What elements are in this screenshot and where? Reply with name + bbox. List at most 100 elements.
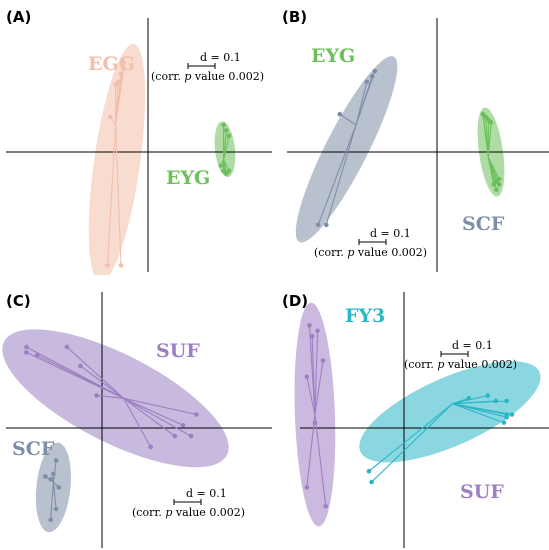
- point-fy3-2: [493, 398, 499, 404]
- point-scf-0: [53, 458, 59, 463]
- scale-bar-distance: d = 0.1: [452, 339, 493, 352]
- point-fy3-1: [485, 393, 491, 398]
- scale-bar-pvalue: (corr. p value 0.002): [132, 506, 245, 519]
- point-suf-3: [64, 344, 70, 350]
- group-label-eyg: EYG: [311, 45, 355, 67]
- spoke-scf-3: [339, 113, 357, 126]
- point-scf-2: [364, 79, 370, 85]
- scale-bar-distance: d = 0.1: [370, 227, 411, 240]
- spoke-egg-6: [106, 124, 117, 266]
- spoke-fy3-7: [452, 403, 505, 424]
- spoke-suf-4: [306, 376, 316, 415]
- group-label-suf: SUF: [460, 481, 504, 503]
- spoke-scf-1: [355, 76, 373, 126]
- point-suf-5: [94, 393, 99, 398]
- point-eyg-3: [488, 120, 494, 125]
- spoke-scf-5: [317, 124, 357, 226]
- point-eyg-0: [221, 122, 226, 128]
- scale-bar-distance: d = 0.1: [200, 51, 241, 64]
- point-suf-6: [194, 412, 199, 417]
- point-scf-6: [48, 517, 53, 523]
- point-scf-3: [43, 474, 48, 479]
- spoke-suf-3: [66, 346, 124, 399]
- point-scf-4: [56, 485, 62, 490]
- spoke-fy3-5: [452, 403, 513, 416]
- point-scf-1: [369, 74, 375, 79]
- point-suf-1: [24, 350, 29, 355]
- spoke-suf-6: [306, 414, 316, 488]
- point-egg-4: [113, 82, 118, 87]
- spoke-suf-8: [123, 397, 176, 437]
- panel-label: (A): [6, 8, 31, 26]
- point-fy3-5: [509, 412, 515, 417]
- point-fy3-7: [501, 420, 507, 425]
- panel-d: SUF FY3 (D) d = 0.1 (corr. p value 0.002): [282, 292, 549, 548]
- spoke-suf-5: [96, 395, 124, 399]
- scale-bar-pvalue: (corr. p value 0.002): [151, 70, 264, 83]
- point-scf-1: [51, 471, 56, 477]
- point-suf-2: [309, 333, 315, 339]
- spoke-suf-6: [123, 397, 197, 416]
- panel-b: SCF EYG (B) d = 0.1 (corr. p value 0.002): [282, 8, 549, 272]
- point-suf-1: [315, 328, 320, 334]
- spoke-scf-4: [325, 124, 357, 226]
- point-eyg-7: [496, 182, 502, 187]
- point-egg-7: [118, 263, 124, 268]
- point-egg-0: [121, 60, 126, 66]
- point-scf-5: [315, 222, 321, 228]
- point-suf-7: [323, 504, 329, 509]
- spoke-eyg-2: [223, 135, 230, 161]
- panel-label: (B): [282, 8, 307, 26]
- spoke-suf-1: [314, 330, 319, 415]
- spoke-suf-9: [123, 398, 152, 448]
- point-fy3-3: [504, 398, 509, 404]
- point-eyg-2: [226, 133, 232, 139]
- point-suf-0: [24, 344, 29, 350]
- spoke-suf-2: [311, 336, 316, 415]
- point-egg-5: [107, 114, 113, 120]
- point-suf-7: [180, 423, 186, 428]
- spoke-scf-6: [50, 481, 54, 520]
- point-fy3-6: [504, 414, 509, 420]
- point-egg-2: [118, 71, 124, 76]
- point-suf-6: [304, 485, 310, 490]
- group-label-eyg: EYG: [166, 167, 210, 189]
- point-suf-4: [78, 363, 83, 369]
- spoke-suf-7: [314, 414, 327, 507]
- spoke-suf-7: [123, 397, 184, 426]
- spoke-fy3-8: [371, 403, 453, 483]
- spoke-suf-10: [123, 397, 192, 437]
- spoke-egg-7: [115, 124, 122, 266]
- point-scf-2: [48, 477, 53, 482]
- spoke-scf-2: [355, 81, 368, 126]
- spoke-eyg-3: [487, 122, 492, 158]
- spoke-suf-4: [80, 365, 124, 399]
- group-label-scf: SCF: [462, 213, 505, 235]
- panel-label: (C): [6, 292, 31, 310]
- scale-bar-pvalue: (corr. p value 0.002): [404, 358, 517, 371]
- point-suf-5: [312, 420, 318, 425]
- point-scf-3: [337, 111, 343, 117]
- spoke-suf-2: [36, 354, 124, 399]
- spoke-suf-3: [314, 360, 324, 415]
- group-label-scf: SCF: [12, 438, 55, 460]
- point-eyg-6: [218, 163, 224, 168]
- point-fy3-9: [366, 468, 372, 474]
- point-egg-6: [105, 263, 110, 268]
- point-egg-1: [121, 66, 126, 71]
- point-fy3-8: [369, 479, 374, 485]
- point-eyg-1: [224, 128, 229, 133]
- scale-bar-distance: d = 0.1: [186, 487, 227, 500]
- spoke-scf-5: [52, 481, 57, 510]
- point-suf-2: [34, 352, 40, 358]
- confidence-ellipse-fy3: [359, 361, 541, 463]
- point-scf-5: [53, 506, 59, 512]
- panel-c: SUF SCF (C) d = 0.1 (corr. p value 0.002): [2, 292, 272, 548]
- point-eyg-8: [494, 187, 499, 193]
- group-label-egg: EGG: [88, 53, 135, 75]
- group-label-fy3: FY3: [345, 305, 385, 327]
- point-eyg-7: [221, 168, 226, 174]
- point-suf-3: [320, 358, 326, 363]
- panel-label: (D): [282, 292, 308, 310]
